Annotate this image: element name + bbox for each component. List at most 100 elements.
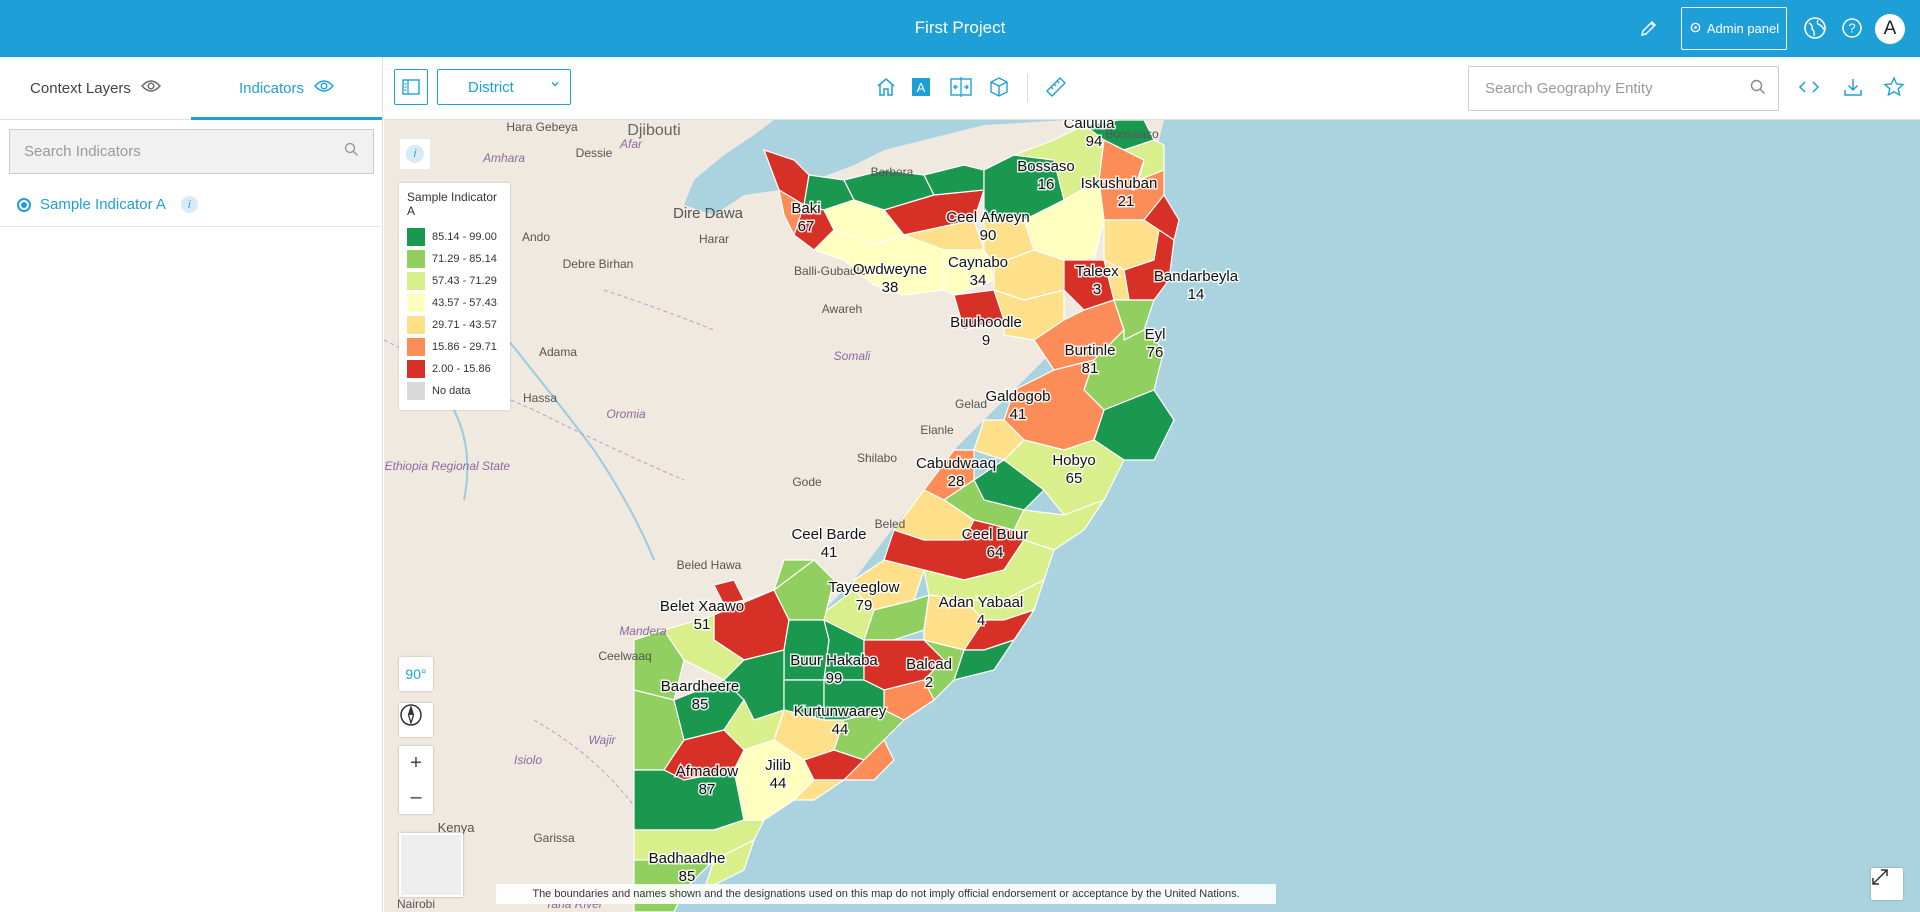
choropleth-map[interactable]: Djibouti Hara Gebeya Dessie Afar Amhara … <box>384 120 1920 912</box>
indicator-item[interactable]: Sample Indicator A i <box>0 183 383 227</box>
basemap-label: Berbera <box>871 165 914 179</box>
district-value-label: 90 <box>980 227 997 244</box>
admin-panel-button[interactable]: Admin panel <box>1681 7 1787 50</box>
district-value-label: 41 <box>821 544 838 561</box>
legend-label: 2.00 - 15.86 <box>432 363 491 375</box>
district-polygon[interactable] <box>743 559 816 601</box>
district-value-label: 79 <box>856 597 873 614</box>
legend-label: 15.86 - 29.71 <box>432 341 497 353</box>
district-value-label: 2 <box>925 674 933 691</box>
compare-split-icon[interactable] <box>944 69 978 105</box>
search-icon[interactable] <box>1750 79 1766 99</box>
basemap-label: Harar <box>699 232 729 246</box>
legend-label: 85.14 - 99.00 <box>432 231 497 243</box>
legend-label: 29.71 - 43.57 <box>432 319 497 331</box>
legend-label: No data <box>432 385 471 397</box>
district-value-label: 41 <box>1010 406 1027 423</box>
district-polygon[interactable] <box>702 838 756 892</box>
help-icon[interactable]: ? <box>1838 14 1866 42</box>
district-name-label: Caynabo <box>948 254 1008 271</box>
district-value-label: 81 <box>1082 360 1099 377</box>
fullscreen-icon[interactable] <box>1871 868 1903 900</box>
district-polygon[interactable] <box>792 779 846 801</box>
district-name-label: Baardheere <box>661 678 739 695</box>
3d-cube-icon[interactable] <box>982 69 1016 105</box>
basemap-label: Kenya <box>438 820 476 835</box>
district-polygon[interactable] <box>633 629 685 701</box>
district-polygons[interactable] <box>633 120 1180 912</box>
legend-row: No data <box>407 380 502 402</box>
minimap[interactable] <box>399 833 463 897</box>
user-avatar[interactable]: A <box>1875 14 1905 44</box>
svg-text:?: ? <box>1848 21 1855 36</box>
district-polygon[interactable] <box>812 229 945 296</box>
basemap-label: Mandera <box>619 624 667 638</box>
district-polygon[interactable] <box>1143 193 1180 241</box>
district-name-label: Bossaso <box>1017 158 1075 175</box>
search-icon[interactable] <box>344 142 359 161</box>
basemap-label: Somali <box>834 349 871 363</box>
district-polygon[interactable] <box>882 189 985 236</box>
district-name-label: Ceel Buur <box>962 526 1029 543</box>
district-value-label: 64 <box>987 544 1004 561</box>
basemap-label: Ceelwaaq <box>598 649 651 663</box>
zoom-in-button[interactable]: + <box>410 751 422 774</box>
tab-indicators[interactable]: Indicators <box>191 57 382 120</box>
download-icon[interactable] <box>1836 69 1870 105</box>
district-name-label: Caluula <box>1064 120 1116 132</box>
indicator-radio[interactable] <box>17 197 31 212</box>
district-value-label: 14 <box>1188 286 1205 303</box>
district-polygon[interactable] <box>943 249 995 296</box>
district-name-label: Badhaadhe <box>649 850 726 867</box>
edit-pencil-icon[interactable] <box>1635 14 1663 42</box>
search-indicators-input[interactable]: Search Indicators <box>9 129 374 174</box>
compass-icon[interactable] <box>399 703 433 737</box>
legend-swatch <box>407 250 425 268</box>
legend-row: 57.43 - 71.29 <box>407 270 502 292</box>
star-bookmark-icon[interactable] <box>1877 69 1911 105</box>
panel-tabs: Context Layers Indicators <box>0 57 382 120</box>
zoom-out-button[interactable]: – <box>410 785 422 808</box>
district-value-label: 65 <box>1066 470 1083 487</box>
code-embed-icon[interactable] <box>1792 69 1826 105</box>
district-name-label: Adan Yabaal <box>939 594 1024 611</box>
legend-swatch <box>407 228 425 246</box>
district-value-label: 28 <box>948 473 965 490</box>
eye-icon[interactable] <box>314 79 334 97</box>
map-toolbar: District A Search Geography Entity <box>384 57 1920 120</box>
search-geography-input[interactable]: Search Geography Entity <box>1468 66 1779 111</box>
globe-icon[interactable] <box>1801 14 1829 42</box>
eye-icon[interactable] <box>140 79 161 97</box>
district-name-label: Balcad <box>906 656 952 673</box>
label-toggle-icon[interactable]: A <box>906 69 936 105</box>
district-value-label: 76 <box>1147 344 1164 361</box>
district-value-label: 87 <box>699 781 716 798</box>
district-name-label: Baki <box>791 200 820 217</box>
basemap-label: Oromia <box>606 407 646 421</box>
ruler-measure-icon[interactable] <box>1039 69 1073 105</box>
district-value-label: 94 <box>1086 133 1103 150</box>
district-name-label: Iskushuban <box>1081 175 1158 192</box>
district-name-label: Kurtunwaarey <box>794 703 887 720</box>
basemap-label: Hara Gebeya <box>506 120 578 134</box>
pitch-toggle-button[interactable]: 90° <box>399 657 433 691</box>
district-name-label: Cabudwaaq <box>916 455 996 472</box>
district-value-label: 44 <box>832 721 849 738</box>
map-info-button[interactable]: i <box>400 139 430 169</box>
home-icon[interactable] <box>869 69 903 105</box>
district-polygon[interactable] <box>993 289 1065 341</box>
basemap-label: Elanle <box>920 423 954 437</box>
info-icon[interactable]: i <box>180 196 198 213</box>
district-name-label: Buur Hakaba <box>790 652 878 669</box>
sidebar-toggle-button[interactable] <box>394 69 428 105</box>
basemap-label: Hassa <box>523 391 557 405</box>
map-canvas[interactable]: Djibouti Hara Gebeya Dessie Afar Amhara … <box>384 120 1920 912</box>
district-polygon[interactable] <box>842 738 895 781</box>
geography-level-select[interactable]: District <box>437 69 571 105</box>
gear-icon <box>1689 21 1702 37</box>
legend-row: 85.14 - 99.00 <box>407 226 502 248</box>
tab-context-layers[interactable]: Context Layers <box>0 57 191 119</box>
basemap-label: Boosaaso <box>1105 127 1159 141</box>
basemap-labels: Djibouti Hara Gebeya Dessie Afar Amhara … <box>384 120 1159 911</box>
district-name-label: Afmadow <box>676 763 739 780</box>
